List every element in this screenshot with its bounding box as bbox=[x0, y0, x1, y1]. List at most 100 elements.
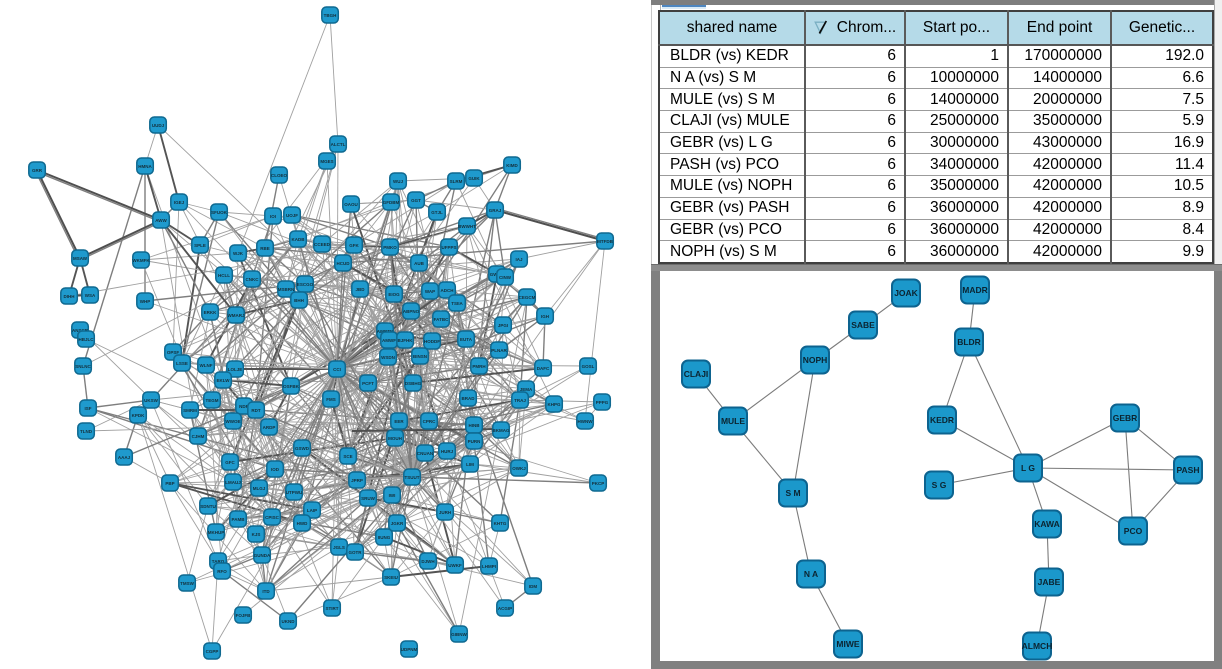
svg-text:SLRM: SLRM bbox=[450, 179, 463, 184]
svg-text:WLNF: WLNF bbox=[200, 363, 213, 368]
svg-text:S M: S M bbox=[785, 488, 800, 498]
svg-text:OPSF: OPSF bbox=[167, 350, 180, 355]
svg-text:STIRT: STIRT bbox=[326, 606, 339, 611]
svg-text:UKND: UKND bbox=[282, 619, 296, 624]
svg-text:KHTG: KHTG bbox=[494, 521, 507, 526]
svg-text:CLAJI: CLAJI bbox=[684, 369, 709, 379]
svg-text:WUJ: WUJ bbox=[393, 179, 403, 184]
svg-text:GFC: GFC bbox=[225, 460, 235, 465]
svg-text:ADCH: ADCH bbox=[441, 288, 454, 293]
svg-text:WHP: WHP bbox=[140, 299, 151, 304]
svg-text:ABPNO: ABPNO bbox=[403, 309, 420, 314]
svg-text:CLOEO: CLOEO bbox=[271, 173, 288, 178]
svg-text:CCI: CCI bbox=[333, 367, 341, 372]
svg-text:JEMA: JEMA bbox=[520, 387, 533, 392]
svg-text:KPDK: KPDK bbox=[132, 413, 146, 418]
svg-text:UWKF: UWKF bbox=[448, 563, 462, 568]
svg-text:PLNAR: PLNAR bbox=[491, 348, 507, 353]
svg-text:BWWHT: BWWHT bbox=[458, 224, 476, 229]
svg-text:SMRM: SMRM bbox=[183, 408, 197, 413]
svg-text:IOI: IOI bbox=[270, 214, 276, 219]
svg-text:ALMCH: ALMCH bbox=[1022, 641, 1053, 651]
svg-text:GOSL: GOSL bbox=[582, 364, 595, 369]
svg-text:ANSCB: ANSCB bbox=[72, 328, 89, 333]
svg-text:MIWE: MIWE bbox=[836, 639, 859, 649]
svg-text:DIHH: DIHH bbox=[64, 294, 75, 299]
svg-text:ERKK: ERKK bbox=[204, 310, 218, 315]
svg-text:BJFHK: BJFHK bbox=[397, 338, 413, 343]
svg-text:GUNDA: GUNDA bbox=[254, 553, 271, 558]
svg-text:KADB: KADB bbox=[292, 237, 306, 242]
svg-text:GFK: GFK bbox=[349, 243, 359, 248]
svg-text:PMRH: PMRH bbox=[472, 364, 485, 369]
svg-text:TBGH: TBGH bbox=[324, 13, 337, 18]
svg-text:SFUOK: SFUOK bbox=[211, 210, 228, 215]
svg-text:TARO: TARO bbox=[212, 559, 225, 564]
svg-text:AWW: AWW bbox=[155, 218, 167, 223]
svg-text:JGKR: JGKR bbox=[391, 521, 404, 526]
svg-text:CINW: CINW bbox=[499, 275, 512, 280]
svg-text:WJK: WJK bbox=[233, 251, 244, 256]
svg-text:DSBHG: DSBHG bbox=[405, 381, 422, 386]
svg-text:HBJLC: HBJLC bbox=[78, 337, 94, 342]
svg-text:KJS: KJS bbox=[252, 532, 261, 537]
svg-text:RFO: RFO bbox=[217, 569, 227, 574]
svg-text:AMWF: AMWF bbox=[382, 338, 396, 343]
svg-text:OAOU: OAOU bbox=[344, 202, 358, 207]
svg-text:ESCGO: ESCGO bbox=[297, 282, 314, 287]
svg-text:TSUUT: TSUUT bbox=[405, 475, 420, 480]
svg-text:GIBNW: GIBNW bbox=[451, 632, 467, 637]
svg-text:IWI: IWI bbox=[389, 493, 396, 498]
svg-text:BKMAG: BKMAG bbox=[493, 428, 510, 433]
svg-text:KHPG: KHPG bbox=[547, 402, 561, 407]
svg-text:OSFBK: OSFBK bbox=[283, 384, 300, 389]
svg-text:KAWA: KAWA bbox=[1034, 519, 1060, 529]
svg-text:DAFC: DAFC bbox=[537, 366, 550, 371]
svg-text:MSAW: MSAW bbox=[73, 256, 88, 261]
svg-text:BLDR: BLDR bbox=[957, 337, 981, 347]
svg-text:CEGCM: CEGCM bbox=[519, 295, 536, 300]
svg-text:HODDF: HODDF bbox=[424, 339, 440, 344]
svg-text:TSIIA: TSIIA bbox=[451, 301, 463, 306]
svg-text:HCLL: HCLL bbox=[218, 273, 230, 278]
svg-text:CJHM: CJHM bbox=[192, 434, 205, 439]
svg-text:GFDBM: GFDBM bbox=[383, 200, 400, 205]
svg-text:HMNA: HMNA bbox=[138, 164, 152, 169]
svg-text:KEDR: KEDR bbox=[930, 415, 954, 425]
svg-text:PURN: PURN bbox=[468, 439, 481, 444]
svg-text:SPLE: SPLE bbox=[194, 243, 206, 248]
svg-text:CNKC: CNKC bbox=[246, 277, 260, 282]
svg-text:CPRC: CPRC bbox=[423, 419, 437, 424]
svg-text:SCE: SCE bbox=[343, 454, 352, 459]
svg-text:MGES: MGES bbox=[320, 159, 333, 164]
svg-text:PKCP: PKCP bbox=[592, 481, 605, 486]
svg-text:ISF: ISF bbox=[84, 406, 91, 411]
svg-text:IGEJ: IGEJ bbox=[174, 200, 185, 205]
svg-text:MADR: MADR bbox=[962, 285, 988, 295]
svg-text:BHH: BHH bbox=[294, 298, 304, 303]
svg-text:DJWH: DJWH bbox=[421, 559, 434, 564]
svg-text:WSA: WSA bbox=[85, 293, 96, 298]
svg-text:MKHUP: MKHUP bbox=[208, 530, 225, 535]
svg-text:KIMD: KIMD bbox=[506, 163, 518, 168]
svg-text:FATBC: FATBC bbox=[434, 317, 449, 322]
svg-text:S G: S G bbox=[932, 480, 947, 490]
svg-text:LSSE: LSSE bbox=[176, 361, 188, 366]
svg-text:MLGJ: MLGJ bbox=[253, 486, 266, 491]
svg-text:L G: L G bbox=[1021, 463, 1035, 473]
svg-text:UKSW: UKSW bbox=[144, 398, 159, 403]
svg-text:CCEED: CCEED bbox=[314, 242, 331, 247]
svg-text:HWNW: HWNW bbox=[578, 419, 594, 424]
svg-text:RDT: RDT bbox=[251, 408, 260, 413]
svg-text:WAP: WAP bbox=[425, 289, 435, 294]
svg-text:TLND: TLND bbox=[80, 429, 93, 434]
svg-text:BRAD: BRAD bbox=[462, 396, 476, 401]
svg-text:PCO: PCO bbox=[1124, 526, 1143, 536]
svg-text:JABE: JABE bbox=[1038, 577, 1061, 587]
svg-text:ACGIP: ACGIP bbox=[498, 606, 512, 611]
svg-text:PMKO: PMKO bbox=[383, 245, 397, 250]
svg-text:LIM: LIM bbox=[466, 462, 474, 467]
svg-text:CPISC: CPISC bbox=[265, 515, 280, 520]
svg-text:MULE: MULE bbox=[721, 416, 745, 426]
svg-text:HWD: HWD bbox=[297, 521, 308, 526]
